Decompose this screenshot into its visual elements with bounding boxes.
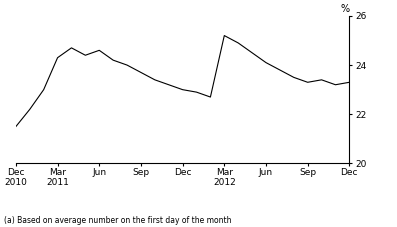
Text: %: %	[340, 4, 349, 14]
Text: (a) Based on average number on the first day of the month: (a) Based on average number on the first…	[4, 216, 231, 225]
